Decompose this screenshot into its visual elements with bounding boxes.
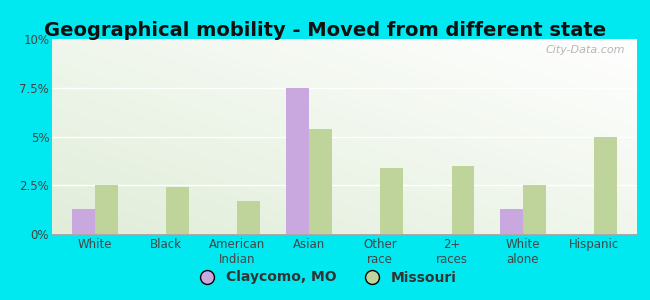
Bar (237, 201, 260, 234)
Bar (523, 185, 546, 234)
Bar (95, 185, 118, 234)
Bar (380, 168, 403, 234)
Bar (286, 88, 309, 234)
Bar (500, 209, 523, 234)
Bar (452, 166, 474, 234)
Legend: Claycomo, MO, Missouri: Claycomo, MO, Missouri (187, 265, 463, 290)
Bar (594, 136, 617, 234)
Text: Geographical mobility - Moved from different state: Geographical mobility - Moved from diffe… (44, 21, 606, 40)
Bar (309, 129, 332, 234)
Bar (166, 187, 189, 234)
Text: City-Data.com: City-Data.com (546, 45, 625, 55)
Bar (72, 209, 95, 234)
